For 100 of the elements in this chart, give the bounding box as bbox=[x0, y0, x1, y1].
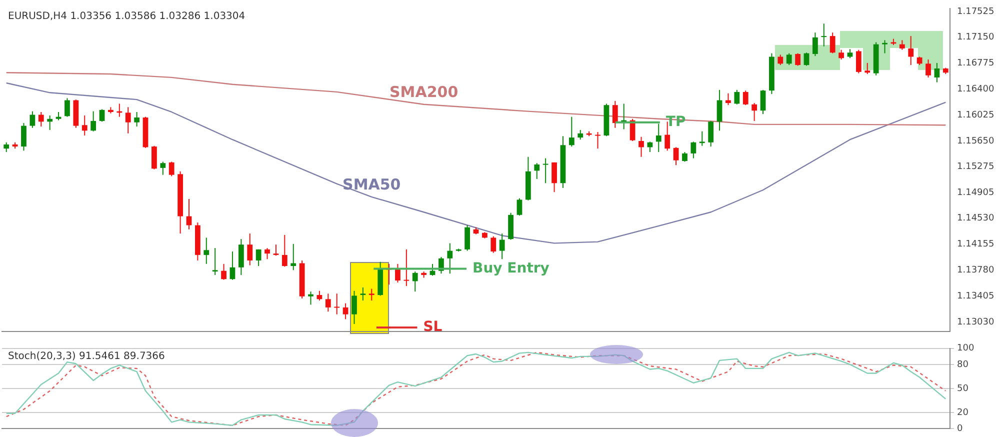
y-tick-label: 1.13030 bbox=[957, 317, 994, 328]
candlestick bbox=[726, 92, 731, 106]
candlestick bbox=[882, 40, 888, 54]
series-label: SMA200 bbox=[389, 82, 458, 101]
candlestick bbox=[812, 32, 818, 57]
y-tick-label: 1.17150 bbox=[957, 32, 994, 43]
candlestick bbox=[934, 62, 940, 83]
candlestick bbox=[230, 250, 236, 280]
y-tick-label: 50 bbox=[957, 384, 969, 394]
candlestick bbox=[778, 54, 784, 66]
candlestick bbox=[647, 141, 653, 153]
candlestick bbox=[708, 120, 714, 148]
candlestick bbox=[838, 49, 844, 60]
candlestick bbox=[160, 161, 166, 176]
series-label: SMA50 bbox=[342, 175, 401, 194]
y-tick-label: 80 bbox=[957, 360, 969, 370]
y-tick-label: 1.14530 bbox=[957, 214, 994, 224]
candlestick bbox=[308, 291, 314, 306]
candlestick bbox=[134, 111, 140, 127]
candlestick bbox=[516, 198, 522, 216]
candlestick bbox=[168, 161, 174, 177]
candlestick bbox=[430, 263, 436, 276]
candlestick bbox=[342, 302, 348, 320]
y-tick-label: 1.17525 bbox=[957, 6, 994, 17]
candlestick bbox=[273, 244, 279, 256]
candlestick bbox=[595, 132, 600, 150]
candlestick bbox=[638, 136, 644, 158]
candlestick bbox=[926, 59, 931, 78]
candlestick bbox=[395, 263, 400, 284]
candlestick bbox=[212, 248, 218, 276]
candlestick bbox=[152, 145, 157, 170]
candlestick bbox=[578, 129, 584, 140]
y-tick-label: 1.16775 bbox=[957, 58, 994, 69]
candlestick bbox=[716, 89, 722, 132]
candlestick bbox=[368, 288, 374, 302]
candlestick bbox=[682, 152, 688, 162]
candlestick bbox=[4, 142, 10, 153]
candlestick bbox=[804, 52, 810, 66]
y-tick-label: 1.14905 bbox=[957, 188, 994, 198]
candlestick bbox=[38, 111, 44, 127]
candlestick bbox=[47, 114, 53, 130]
candlestick bbox=[447, 242, 453, 274]
candlestick bbox=[90, 110, 96, 132]
candlestick bbox=[412, 271, 418, 292]
ref-line-label: Buy Entry bbox=[472, 260, 550, 276]
y-tick-label: 0 bbox=[957, 424, 963, 434]
candlestick bbox=[99, 108, 105, 122]
candlestick bbox=[334, 293, 340, 315]
candlestick bbox=[404, 248, 410, 287]
y-tick-label: 1.15650 bbox=[957, 136, 994, 146]
y-tick-label: 1.13405 bbox=[957, 291, 994, 302]
candlestick bbox=[64, 98, 70, 118]
candlestick bbox=[316, 290, 322, 302]
y-tick-label: 1.13780 bbox=[957, 265, 994, 276]
y-tick-label: 1.14155 bbox=[957, 240, 994, 250]
candlestick bbox=[464, 224, 470, 252]
candlestick bbox=[247, 233, 253, 266]
candlestick bbox=[552, 162, 557, 193]
candlestick bbox=[221, 263, 226, 280]
y-tick-label: 100 bbox=[957, 344, 974, 354]
candlestick bbox=[830, 32, 836, 54]
candlestick bbox=[204, 237, 210, 264]
candlestick bbox=[612, 100, 618, 128]
ref-line-label: SL bbox=[423, 319, 442, 336]
candlestick bbox=[290, 243, 296, 271]
candlestick bbox=[282, 234, 288, 268]
candlestick bbox=[752, 102, 758, 122]
candlestick bbox=[30, 110, 36, 128]
y-tick-label: 1.15275 bbox=[957, 162, 994, 172]
chart-title: Stoch(20,3,3) 91.5461 89.7366 bbox=[8, 350, 165, 362]
candlestick bbox=[499, 233, 505, 260]
candlestick bbox=[656, 123, 662, 153]
candlestick bbox=[534, 162, 540, 180]
y-tick-label: 20 bbox=[957, 408, 969, 418]
candlestick bbox=[908, 36, 914, 66]
candlestick bbox=[795, 52, 800, 66]
candlestick bbox=[325, 293, 331, 312]
candlestick bbox=[82, 114, 88, 136]
candlestick bbox=[256, 248, 262, 266]
y-tick-label: 1.16025 bbox=[957, 110, 994, 120]
candlestick bbox=[786, 52, 792, 66]
candlestick bbox=[125, 106, 131, 134]
candlestick bbox=[864, 62, 870, 75]
candlestick bbox=[568, 116, 574, 148]
candlestick bbox=[352, 290, 357, 325]
candlestick bbox=[673, 146, 679, 166]
candlestick bbox=[821, 23, 827, 47]
y-tick-label: 1.16400 bbox=[957, 84, 994, 95]
candlestick bbox=[21, 122, 26, 152]
candlestick bbox=[856, 49, 862, 74]
candlestick bbox=[899, 40, 905, 50]
candlestick bbox=[238, 238, 244, 276]
candlestick bbox=[742, 90, 748, 106]
candlestick bbox=[699, 130, 705, 146]
candlestick bbox=[734, 89, 740, 105]
candlestick bbox=[360, 286, 366, 302]
candlestick bbox=[690, 141, 696, 159]
candlestick bbox=[490, 236, 496, 254]
candlestick bbox=[760, 89, 766, 115]
candlestick bbox=[542, 158, 548, 184]
